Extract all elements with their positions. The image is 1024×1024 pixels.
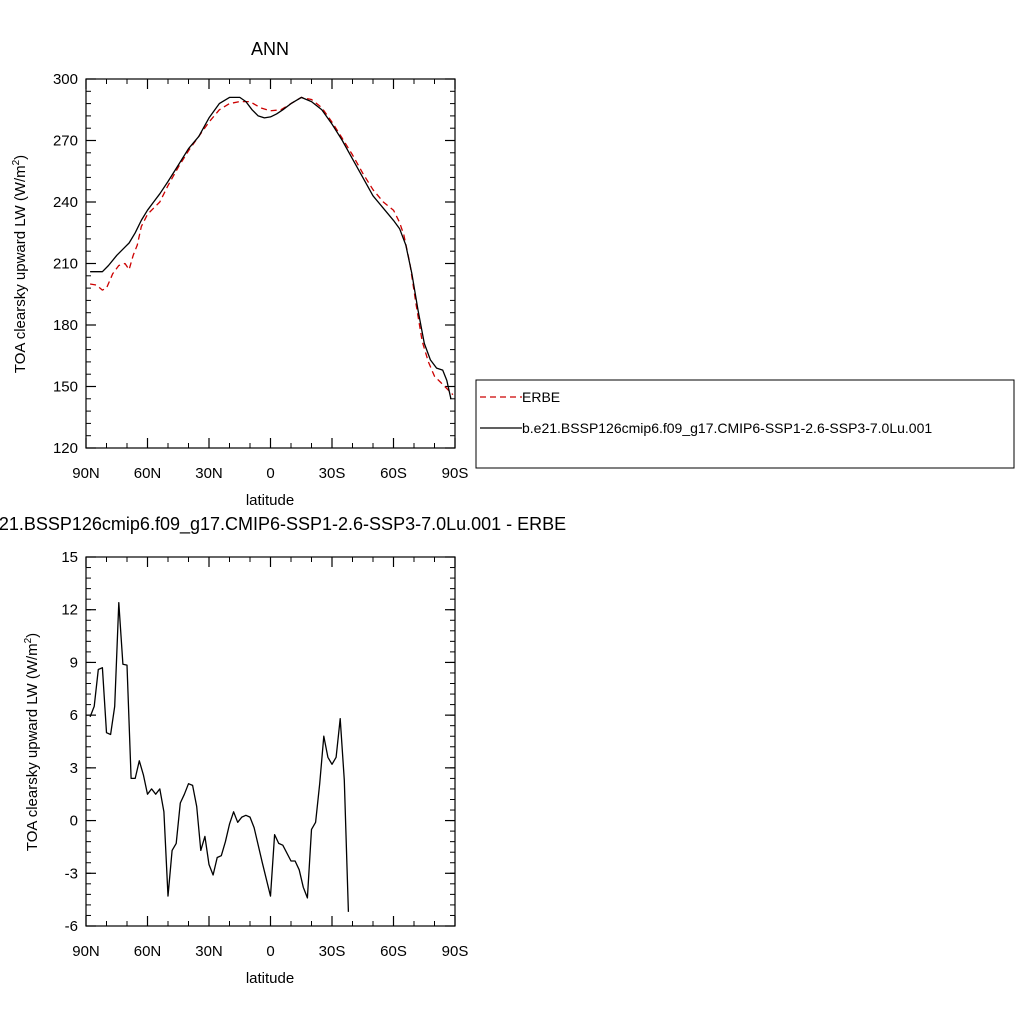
bottom-series-group (89, 602, 350, 912)
top-panel: ANN 90N 60N 30N 0 30S 60S 90S 120 150 180 210 240 27… (11, 39, 468, 509)
top-x-tick-label: 90N (72, 465, 100, 482)
legend-box (475, 379, 1015, 469)
top-series-group (89, 96, 454, 399)
top-y-axis-label-main: TOA clearsky upward LW (W/m (12, 165, 29, 373)
top-y-axis-label-close: ) (12, 155, 29, 160)
bottom-x-tick-label: 30S (319, 943, 346, 960)
bottom-chart-title: b.e21.BSSP126cmip6.f09_g17.CMIP6-SSP1-2.… (0, 514, 566, 535)
bottom-x-axis-label: latitude (246, 970, 294, 987)
bottom-y-axis-label-main: TOA clearsky upward LW (W/m (24, 643, 41, 851)
top-y-tick-label: 150 (53, 379, 78, 396)
legend: ERBE b.e21.BSSP126cmip6.f09_g17.CMIP6-SS… (475, 379, 1015, 469)
legend-label-model: b.e21.BSSP126cmip6.f09_g17.CMIP6-SSP1-2.… (522, 420, 932, 436)
bottom-panel: b.e21.BSSP126cmip6.f09_g17.CMIP6-SSP1-2.… (0, 514, 566, 987)
top-x-axis-label: latitude (246, 492, 294, 509)
top-axis-ticks (85, 78, 456, 449)
top-x-tick-label: 0 (266, 465, 274, 482)
bottom-x-tick-label: 60S (380, 943, 407, 960)
bottom-y-tick-label: 15 (61, 549, 78, 566)
top-series-line-1 (90, 96, 452, 399)
bottom-x-tick-label: 0 (266, 943, 274, 960)
bottom-tick-labels: 90N 60N 30N 0 30S 60S 90S -6 -3 0 3 6 9 12 15 (61, 549, 468, 960)
top-x-tick-label: 60N (134, 465, 162, 482)
top-y-axis-label-sup: 2 (11, 159, 22, 165)
bottom-y-axis-label: TOA clearsky upward LW (W/m2) (23, 633, 41, 851)
bottom-y-tick-label: 6 (70, 707, 78, 724)
bottom-x-tick-label: 90N (72, 943, 100, 960)
bottom-y-tick-label: 0 (70, 813, 78, 830)
top-y-tick-label: 210 (53, 256, 78, 273)
top-y-tick-label: 180 (53, 317, 78, 334)
bottom-y-axis-label-sup: 2 (23, 637, 34, 643)
bottom-x-tick-label: 60N (134, 943, 162, 960)
top-chart-title: ANN (251, 39, 289, 59)
top-plot-frame (85, 78, 456, 449)
top-y-tick-label: 270 (53, 133, 78, 150)
top-y-tick-label: 120 (53, 440, 78, 457)
bottom-x-tick-label: 90S (442, 943, 469, 960)
top-series-line-0 (89, 96, 454, 396)
top-tick-labels: 90N 60N 30N 0 30S 60S 90S 120 150 180 210 240 270 300 (53, 71, 468, 482)
top-y-axis-label: TOA clearsky upward LW (W/m2) (11, 155, 29, 373)
top-x-tick-label: 30S (319, 465, 346, 482)
bottom-y-tick-label: -3 (65, 865, 78, 882)
top-x-tick-label: 90S (442, 465, 469, 482)
bottom-y-tick-label: 3 (70, 760, 78, 777)
top-y-tick-label: 240 (53, 194, 78, 211)
bottom-y-tick-label: -6 (65, 918, 78, 935)
top-x-tick-label: 60S (380, 465, 407, 482)
bottom-axis-ticks (85, 556, 456, 927)
top-y-tick-label: 300 (53, 71, 78, 88)
top-x-tick-label: 30N (195, 465, 223, 482)
bottom-series-line-0 (89, 602, 350, 912)
bottom-y-axis-label-close: ) (24, 633, 41, 638)
bottom-y-tick-label: 9 (70, 654, 78, 671)
bottom-x-tick-label: 30N (195, 943, 223, 960)
legend-label-erbe: ERBE (522, 389, 560, 405)
bottom-y-tick-label: 12 (61, 602, 78, 619)
bottom-plot-frame (85, 556, 456, 927)
